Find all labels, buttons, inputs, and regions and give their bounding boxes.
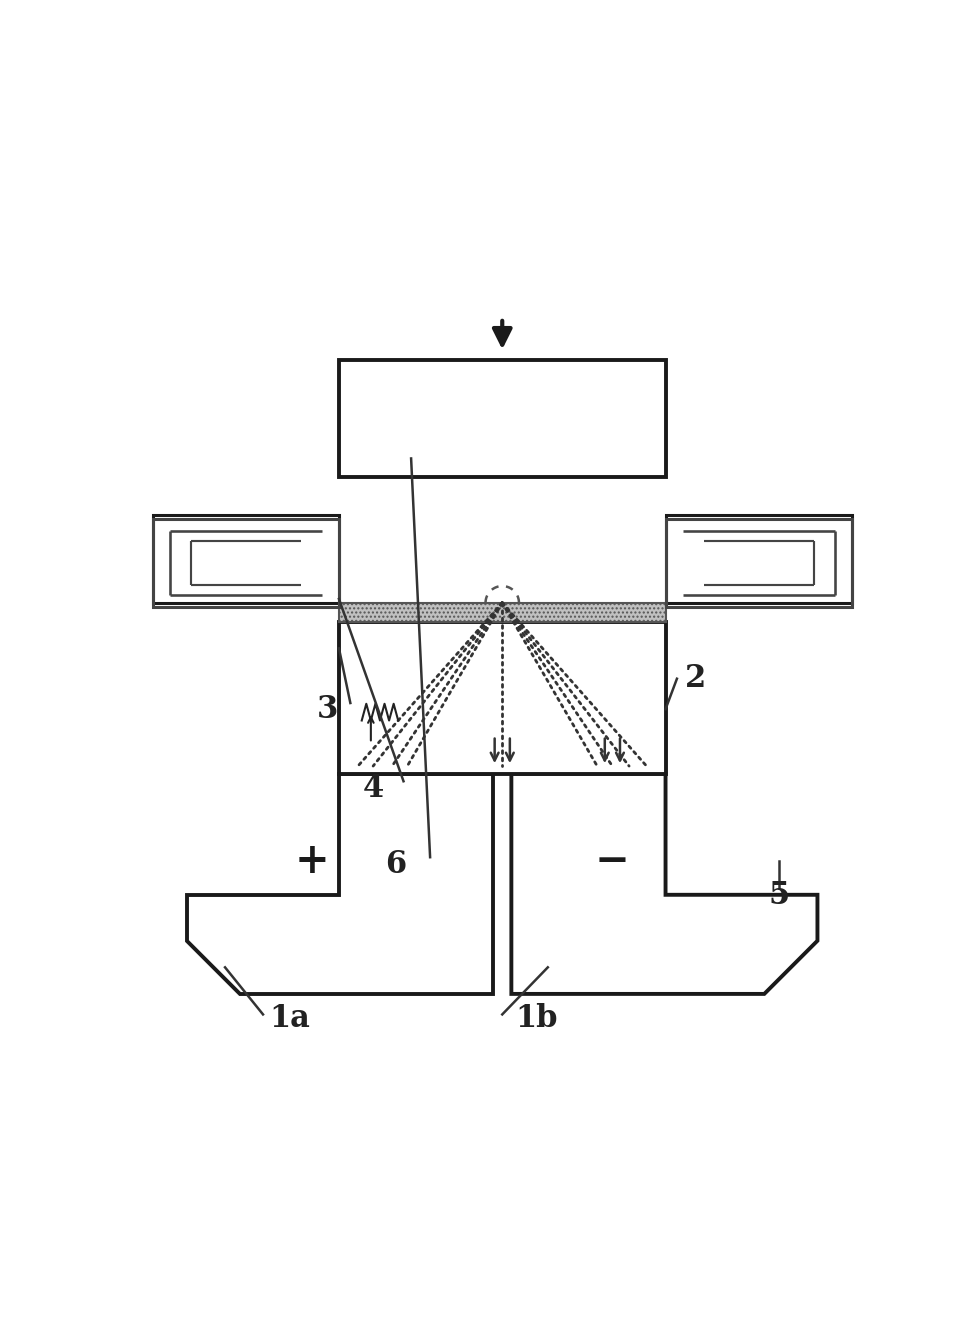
Bar [339, 602, 665, 622]
Bar [665, 516, 852, 602]
Text: −: − [595, 840, 630, 882]
Bar [153, 516, 339, 602]
Polygon shape [187, 774, 493, 995]
Text: 1a: 1a [270, 1004, 310, 1035]
Bar [339, 360, 665, 477]
Bar [665, 519, 852, 606]
Text: 1b: 1b [515, 1004, 558, 1035]
Bar [153, 519, 339, 606]
Text: 4: 4 [363, 773, 384, 804]
Text: +: + [295, 840, 329, 882]
Bar [339, 622, 665, 774]
Text: 5: 5 [769, 880, 790, 911]
Text: 6: 6 [385, 849, 407, 880]
Polygon shape [512, 774, 817, 995]
Text: 2: 2 [685, 663, 707, 695]
Text: 3: 3 [317, 694, 338, 724]
